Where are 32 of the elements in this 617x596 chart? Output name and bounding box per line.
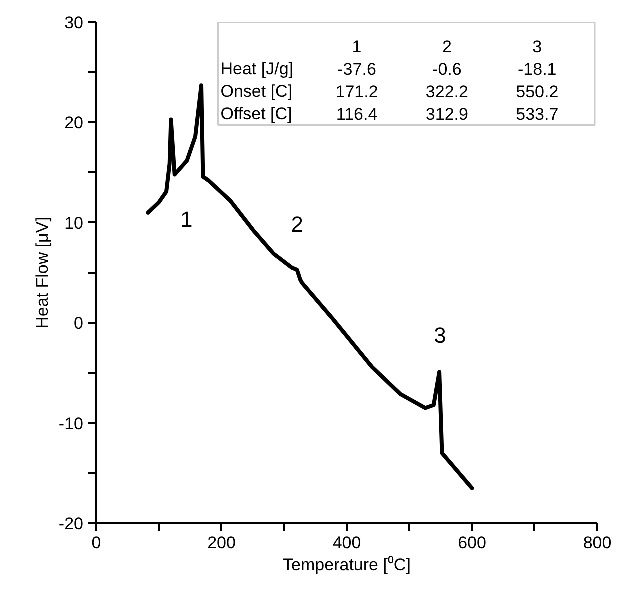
- y-tick-label: 10: [64, 214, 84, 233]
- annotation: 171.2: [336, 82, 378, 102]
- x-tick-label: 400: [332, 534, 362, 552]
- annotation: -18.1: [518, 60, 557, 80]
- y-axis-title: Heat Flow [μV]: [32, 217, 52, 329]
- annotation: 1: [180, 206, 193, 232]
- annotation: 550.2: [516, 82, 559, 102]
- annotation: 3: [532, 38, 542, 57]
- annotation: 322.2: [426, 82, 468, 102]
- x-tick-label: 0: [92, 534, 102, 552]
- annotation: 1: [352, 38, 362, 57]
- annotation: 533.7: [516, 105, 559, 124]
- annotation: 116.4: [336, 105, 378, 124]
- annotation: 3: [434, 323, 446, 348]
- y-tick-label: -10: [58, 414, 84, 434]
- annotation: Onset [C]: [220, 82, 293, 102]
- y-tick-label: 0: [74, 314, 84, 334]
- annotation: -37.6: [338, 60, 376, 80]
- x-tick-label: 600: [458, 534, 486, 552]
- annotation: 312.9: [426, 105, 468, 124]
- annotation: Heat [J/g]: [220, 60, 294, 79]
- annotation: 2: [442, 38, 452, 57]
- annotation: 2: [291, 212, 304, 237]
- x-axis-title: Temperature [⁰C]: [283, 556, 411, 574]
- line-series: [146, 84, 474, 490]
- x-tick-label: 800: [583, 534, 612, 552]
- y-tick-label: -20: [58, 514, 84, 534]
- y-tick-label: 30: [64, 14, 84, 32]
- annotation: -0.6: [432, 60, 462, 80]
- y-tick-label: 20: [64, 114, 84, 133]
- x-tick-label: 200: [208, 534, 236, 552]
- annotation: Offset [C]: [220, 104, 292, 124]
